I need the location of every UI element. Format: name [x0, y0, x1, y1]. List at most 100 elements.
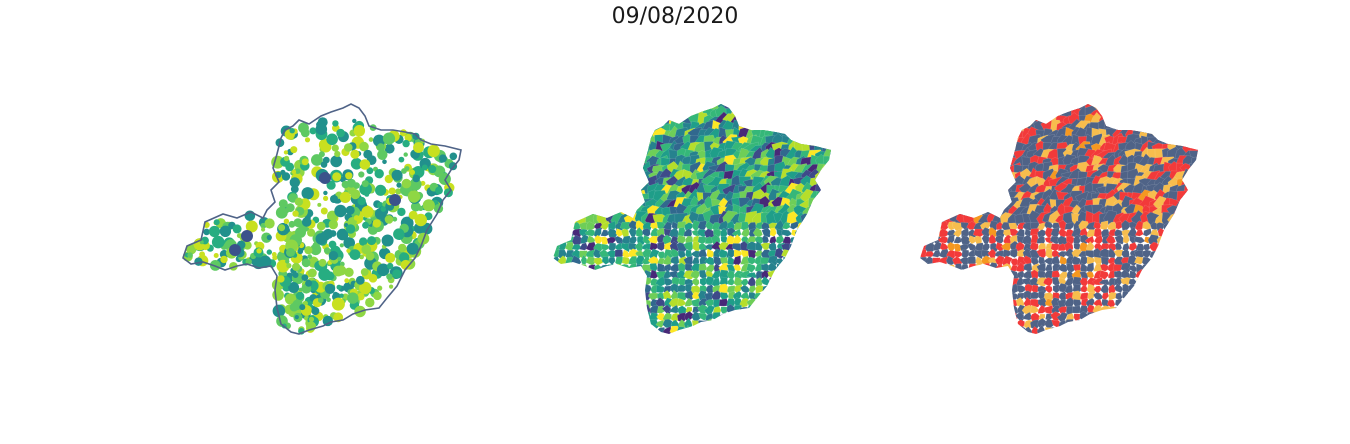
municipality-cell [746, 326, 756, 334]
municipality-cell [987, 290, 997, 303]
municipality-cell [822, 203, 831, 221]
municipality-bubble [339, 261, 345, 267]
municipality-cell [1026, 104, 1044, 108]
municipality-cell [816, 327, 826, 334]
municipality-cell [573, 312, 583, 322]
municipality-cell [626, 168, 640, 183]
municipality-cell [569, 128, 587, 141]
municipality-cell [596, 104, 611, 108]
municipality-cell [728, 104, 745, 107]
municipality-bubble [386, 273, 393, 280]
municipality-cell [655, 319, 665, 329]
municipality-bubble [187, 252, 193, 258]
municipality-cell [1169, 327, 1179, 334]
municipality-cell [820, 107, 831, 124]
municipality-cell [1112, 104, 1128, 113]
municipality-cell [923, 170, 936, 186]
municipality-cell [598, 106, 612, 122]
municipality-cell [808, 128, 823, 142]
municipality-cell [968, 235, 977, 245]
municipality-bubble [290, 185, 299, 194]
municipality-cell [1178, 326, 1188, 334]
municipality-cell [1097, 104, 1111, 107]
municipality-cell [788, 305, 800, 315]
municipality-cell [1072, 333, 1081, 334]
municipality-cell [1189, 221, 1198, 232]
municipality-cell [1176, 104, 1191, 108]
municipality-cell [1162, 275, 1175, 287]
municipality-cell [1000, 104, 1016, 107]
municipality-cell [1191, 319, 1198, 330]
municipality-cell [564, 320, 576, 329]
municipality-cell [727, 278, 736, 286]
municipality-cell [796, 250, 808, 259]
municipality-cell [1002, 269, 1011, 280]
municipality-cell [1190, 313, 1198, 323]
municipality-cell [554, 114, 572, 128]
municipality-cell [1187, 168, 1198, 187]
municipality-cell [969, 142, 987, 156]
municipality-cell [920, 105, 924, 120]
municipality-cell [795, 258, 805, 265]
municipality-cell [1195, 128, 1198, 141]
municipality-cell [699, 276, 707, 287]
municipality-cell [641, 104, 656, 116]
municipality-cell [798, 104, 817, 117]
municipality-cell [767, 325, 778, 334]
municipality-bubble [373, 291, 382, 301]
municipality-cell [979, 278, 992, 287]
municipality-bubble [377, 149, 388, 160]
municipality-cell [570, 157, 585, 171]
municipality-cell [599, 264, 612, 273]
municipality-cell [647, 104, 661, 114]
municipality-cell [780, 106, 795, 121]
municipality-cell [1142, 277, 1152, 288]
municipality-cell [774, 319, 786, 329]
municipality-cell [1137, 108, 1156, 120]
municipality-cell [809, 257, 821, 266]
municipality-cell [1156, 326, 1166, 334]
municipality-cell [1148, 291, 1159, 300]
municipality-cell [920, 141, 924, 155]
municipality-cell [920, 221, 921, 233]
municipality-cell [621, 104, 633, 116]
municipality-cell [560, 126, 576, 144]
municipality-cell [620, 263, 631, 275]
municipality-bubble [392, 216, 398, 222]
municipality-bubble [366, 167, 374, 175]
municipality-cell [1194, 212, 1198, 228]
municipality-cell [556, 104, 570, 114]
municipality-cell [966, 332, 978, 334]
municipality-cell [952, 157, 964, 169]
municipality-cell [619, 155, 634, 169]
municipality-bubble [359, 281, 372, 295]
municipality-cell [710, 320, 721, 330]
municipality-cell [923, 228, 935, 239]
municipality-cell [677, 227, 687, 237]
municipality-cell [600, 278, 609, 287]
municipality-cell [979, 305, 992, 315]
municipality-cell [775, 276, 786, 288]
municipality-cell [740, 327, 750, 334]
municipality-cell [670, 255, 680, 266]
municipality-cell [1169, 262, 1180, 273]
municipality-cell [1157, 290, 1166, 300]
municipality-cell [1008, 326, 1018, 334]
municipality-cell [784, 104, 803, 113]
municipality-cell [1029, 104, 1042, 115]
municipality-cell [553, 111, 564, 129]
municipality-cell [584, 140, 599, 157]
municipality-cell [931, 299, 943, 307]
municipality-cell [594, 278, 602, 286]
municipality-cell [732, 234, 742, 246]
municipality-cell [988, 278, 998, 288]
municipality-cell [1183, 211, 1194, 228]
municipality-cell [816, 255, 827, 266]
municipality-cell [942, 149, 961, 165]
municipality-bubble [272, 304, 286, 318]
municipality-bubble [311, 154, 323, 166]
municipality-cell [996, 306, 1005, 316]
municipality-cell [1064, 222, 1074, 230]
municipality-cell [1113, 283, 1123, 294]
municipality-cell [578, 318, 590, 330]
